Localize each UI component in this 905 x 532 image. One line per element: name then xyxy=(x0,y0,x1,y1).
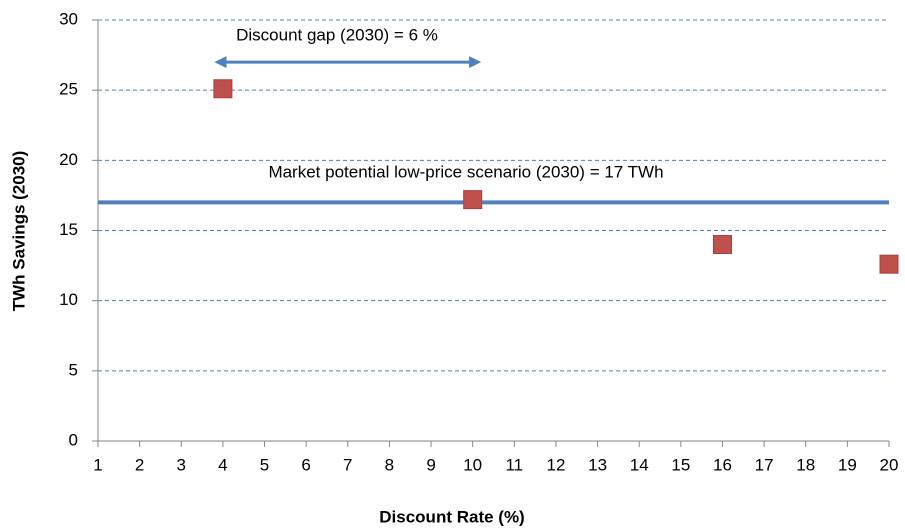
x-tick-label: 9 xyxy=(426,455,435,474)
x-tick-label: 14 xyxy=(630,455,649,474)
x-tick-label: 11 xyxy=(505,455,523,474)
x-tick-label: 19 xyxy=(838,455,857,474)
y-axis-title: TWh Savings (2030) xyxy=(9,151,28,312)
point xyxy=(213,79,233,99)
x-tick-label: 16 xyxy=(713,455,732,474)
x-tick-label: 15 xyxy=(671,455,690,474)
x-tick-label: 3 xyxy=(177,455,186,474)
x-tick-label: 13 xyxy=(588,455,607,474)
x-tick-label: 1 xyxy=(93,455,102,474)
x-tick-label: 6 xyxy=(301,455,310,474)
y-tick-label: 30 xyxy=(59,9,78,28)
y-tick-label: 20 xyxy=(59,150,78,169)
x-tick-label: 7 xyxy=(343,455,352,474)
x-tick-label: 20 xyxy=(880,455,899,474)
x-tick-label: 4 xyxy=(218,455,227,474)
x-tick-label: 2 xyxy=(135,455,144,474)
y-tick-label: 10 xyxy=(59,290,78,309)
x-tick-label: 18 xyxy=(796,455,815,474)
x-tick-label: 5 xyxy=(260,455,269,474)
x-tick-label: 17 xyxy=(755,455,774,474)
x-tick-label: 10 xyxy=(463,455,482,474)
gap-label: Discount gap (2030) = 6 % xyxy=(236,25,438,44)
x-tick-label: 8 xyxy=(385,455,394,474)
y-tick-label: 0 xyxy=(69,430,78,449)
point xyxy=(463,190,483,210)
y-tick-label: 25 xyxy=(59,80,78,99)
y-tick-label: 15 xyxy=(59,220,78,239)
reference-label: Market potential low-price scenario (203… xyxy=(268,162,663,181)
x-axis-title: Discount Rate (%) xyxy=(379,507,524,526)
y-tick-label: 5 xyxy=(69,360,78,379)
point xyxy=(879,254,899,274)
point xyxy=(712,235,732,255)
x-tick-label: 12 xyxy=(546,455,565,474)
